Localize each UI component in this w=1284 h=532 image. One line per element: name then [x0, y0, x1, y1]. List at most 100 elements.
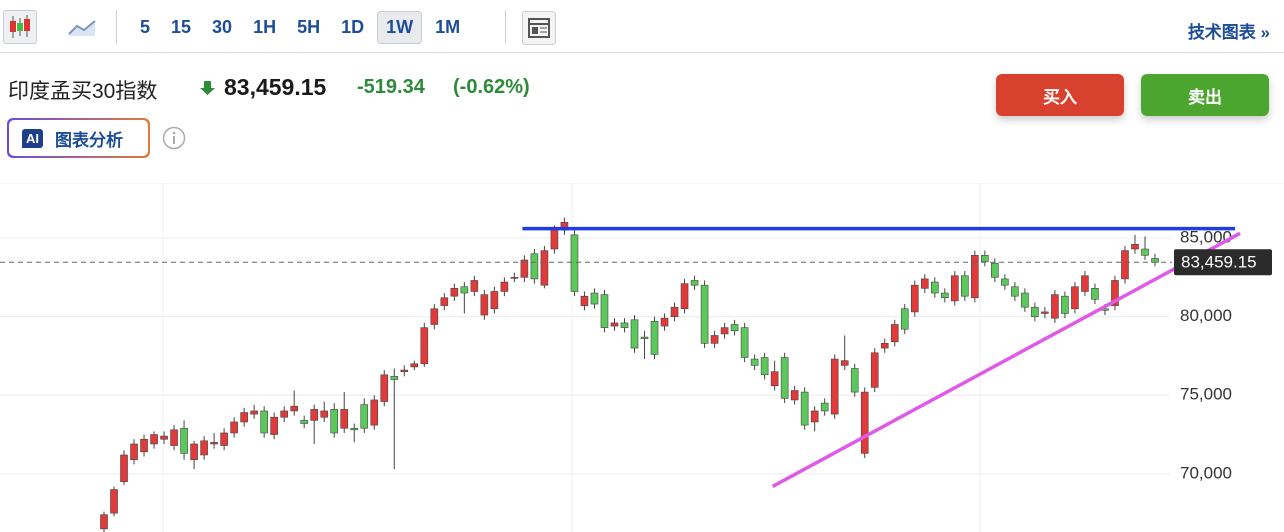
candle-body	[180, 427, 188, 454]
candle-body	[390, 376, 399, 380]
last-price-label: 83,459.15	[1181, 253, 1257, 272]
y-tick-label: 85,000	[1180, 228, 1232, 247]
trend-line	[771, 231, 1241, 488]
candle-body	[630, 319, 639, 349]
candle-body	[810, 410, 819, 423]
candle-body	[1051, 294, 1059, 319]
price: 83,459.15	[224, 74, 327, 100]
candle-body	[1111, 280, 1119, 306]
candle-body	[790, 390, 799, 401]
candle-body	[971, 255, 979, 299]
candle-body	[510, 277, 519, 279]
candle-body	[550, 229, 559, 250]
interval-button[interactable]: 1H	[253, 16, 277, 37]
candle-body	[1151, 258, 1159, 263]
interval-button[interactable]: 15	[171, 16, 192, 37]
candle-body	[780, 357, 789, 399]
candle-body	[250, 410, 258, 415]
index-name: 印度孟买30指数	[8, 80, 158, 103]
buy-button[interactable]: 买入	[996, 74, 1124, 116]
candle-body	[1091, 288, 1099, 300]
candle-body	[350, 427, 359, 431]
candle-body	[470, 280, 479, 292]
candle-body	[1081, 275, 1089, 292]
candle-body	[490, 291, 499, 310]
ai-label: 图表分析	[55, 130, 123, 150]
y-tick-label: 80,000	[1180, 306, 1232, 325]
candle-body	[300, 420, 308, 424]
candle-body	[590, 292, 599, 305]
candle-body	[981, 255, 989, 262]
candle-body	[1071, 286, 1079, 310]
down-arrow	[200, 81, 215, 95]
candle-body	[410, 363, 419, 368]
candle-body	[610, 322, 619, 327]
interval-button[interactable]: 30	[212, 16, 233, 37]
candle-body	[770, 371, 779, 387]
candle-body	[600, 294, 609, 328]
candle-body	[150, 434, 158, 445]
candle-body	[100, 514, 108, 530]
candle-body	[480, 294, 489, 316]
interval-button[interactable]: 1W	[377, 10, 423, 44]
candle-body	[230, 421, 238, 434]
candle-body	[940, 292, 949, 299]
separator	[505, 10, 506, 44]
separator	[116, 10, 117, 44]
candle-body	[1121, 250, 1129, 280]
candle-body	[570, 234, 579, 292]
ai-analysis-button[interactable]: AI 图表分析	[7, 118, 150, 158]
candle-body	[130, 443, 138, 460]
candle-body	[140, 438, 148, 453]
last-price-tag	[1174, 249, 1272, 276]
candle-body	[750, 358, 759, 366]
candle-body	[200, 440, 208, 456]
candle-body	[930, 281, 939, 294]
tech-chart-link[interactable]: 技术图表 »	[1187, 23, 1270, 42]
candle-body	[1031, 306, 1039, 317]
candle-body	[1131, 244, 1139, 250]
candle-body	[740, 327, 749, 358]
candle-body	[420, 327, 429, 365]
candle-body	[900, 308, 909, 330]
line-icon[interactable]	[66, 14, 98, 40]
candle-body	[460, 286, 469, 294]
candle-body	[870, 352, 879, 388]
chart: 70,000 75,000 80,000 85,000 83,459.15	[0, 183, 1284, 532]
interval-button[interactable]: 1M	[435, 16, 461, 37]
candle-body	[730, 324, 739, 332]
candle-body	[1141, 248, 1149, 256]
sell-button[interactable]: 卖出	[1141, 74, 1269, 116]
candle-body	[210, 442, 218, 445]
candle-icon[interactable]	[3, 10, 37, 44]
candle-body	[380, 374, 389, 402]
candle-body	[580, 295, 589, 306]
candle-body	[890, 324, 899, 343]
ai-inner: AI 图表分析	[9, 120, 148, 156]
candle-body	[710, 335, 719, 344]
candle-body	[951, 275, 959, 302]
candle-body	[340, 409, 349, 429]
interval-button[interactable]: 5H	[297, 16, 321, 37]
info-icon[interactable]	[162, 126, 186, 150]
interval-button[interactable]: 5	[140, 16, 151, 37]
candle-body	[320, 410, 329, 418]
news-icon[interactable]	[522, 11, 556, 45]
candle-body	[760, 357, 769, 376]
candle-body	[640, 336, 649, 339]
candle-body	[650, 321, 659, 355]
candle-body	[260, 410, 268, 434]
candle-body	[1041, 311, 1049, 314]
candle-body	[800, 391, 809, 426]
candle-body	[820, 402, 829, 412]
candle-body	[670, 306, 679, 317]
candle-body	[310, 409, 319, 421]
candle-body	[190, 443, 198, 460]
interval-button[interactable]: 1D	[341, 16, 365, 37]
candle-body	[830, 358, 839, 415]
candle-body	[270, 416, 278, 435]
candle-body	[370, 399, 379, 426]
candle-body	[400, 369, 409, 372]
candle-body	[240, 412, 248, 423]
